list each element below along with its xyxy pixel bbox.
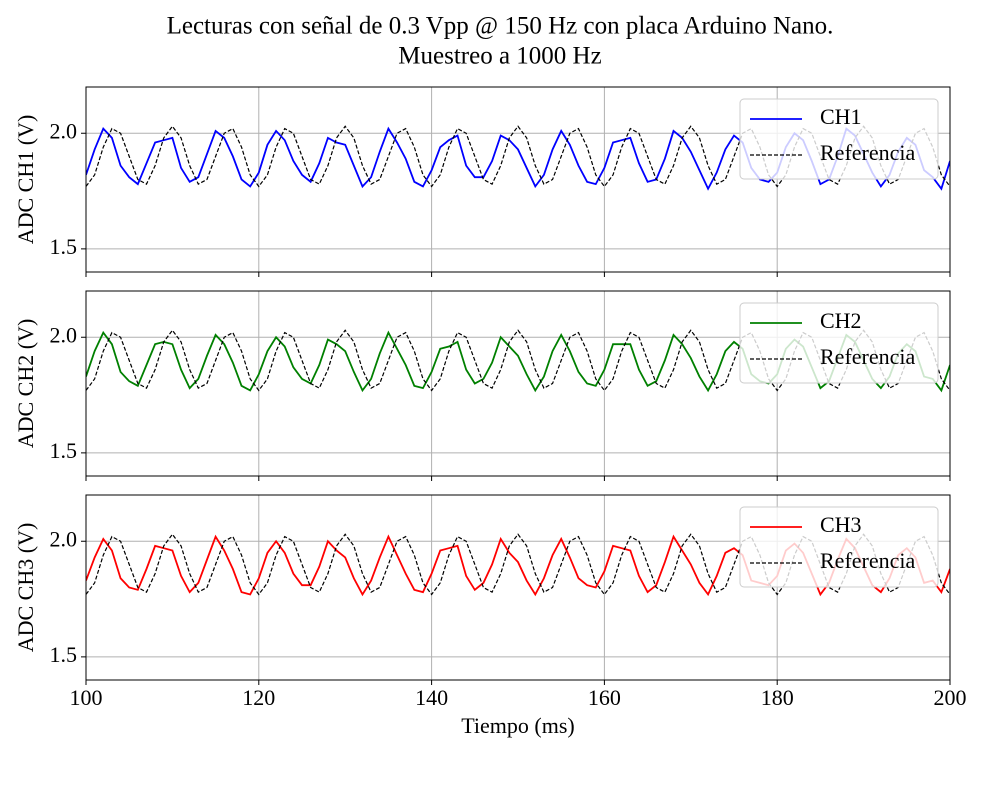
y-tick-label: 1.5 (50, 438, 78, 463)
x-tick-label: 140 (415, 685, 448, 710)
y-tick-label: 1.5 (50, 234, 78, 259)
y-axis-label: ADC CH2 (V) (13, 319, 38, 449)
y-tick-label: 1.5 (50, 642, 78, 667)
x-tick-label: 120 (242, 685, 275, 710)
y-axis-label: ADC CH3 (V) (13, 523, 38, 653)
y-tick-label: 2.0 (50, 322, 78, 347)
y-tick-label: 2.0 (50, 526, 78, 551)
legend-label: Referencia (820, 344, 915, 369)
x-axis-label: Tiempo (ms) (461, 713, 574, 738)
x-tick-label: 160 (588, 685, 621, 710)
axes-frame (85, 86, 951, 273)
x-tick-label: 100 (70, 685, 103, 710)
y-tick-label: 2.0 (50, 118, 78, 143)
x-tick-label: 180 (761, 685, 794, 710)
title-line: Lecturas con señal de 0.3 Vpp @ 150 Hz c… (167, 13, 834, 40)
legend-label: CH3 (820, 512, 862, 537)
axes-frame (85, 290, 951, 477)
axes-frame (85, 494, 951, 681)
x-tick-label: 200 (934, 685, 967, 710)
legend-label: CH2 (820, 308, 862, 333)
y-axis-label: ADC CH1 (V) (13, 115, 38, 245)
legend-label: CH1 (820, 104, 862, 129)
legend-label: Referencia (820, 140, 915, 165)
title-line: Muestreo a 1000 Hz (398, 43, 601, 70)
legend-label: Referencia (820, 548, 915, 573)
